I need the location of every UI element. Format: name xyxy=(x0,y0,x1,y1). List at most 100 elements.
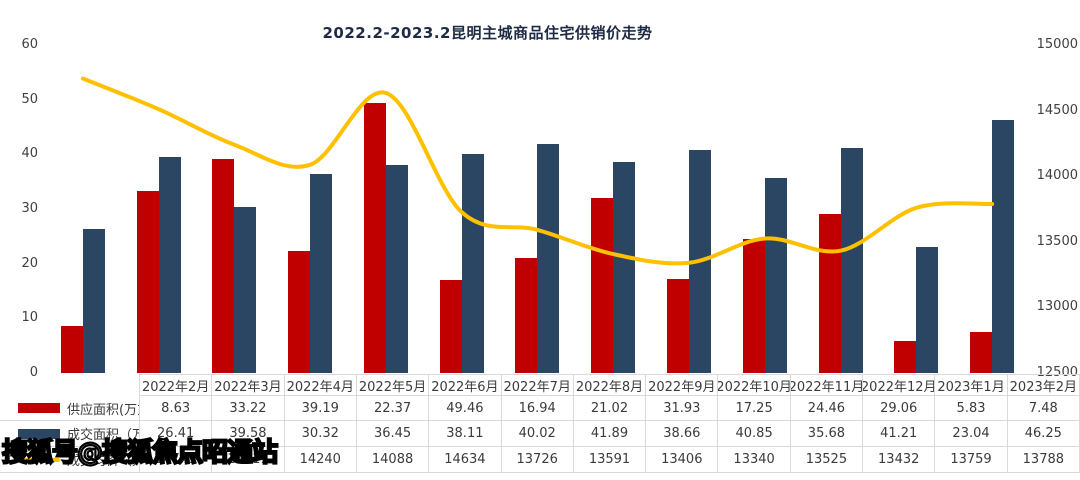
value-cell: 29.06 xyxy=(863,396,936,421)
value-cell: 16.94 xyxy=(501,396,574,421)
table-corner-cell xyxy=(0,374,140,396)
bar-group xyxy=(651,45,727,373)
supply-bar xyxy=(591,198,614,373)
left-axis-tick: 60 xyxy=(21,37,38,52)
supply-bar xyxy=(288,250,311,373)
deal-bar xyxy=(916,247,939,373)
month-header-cell: 2022年11月 xyxy=(790,374,864,396)
month-header-cell: 2022年10月 xyxy=(718,374,791,396)
value-cell: 31.93 xyxy=(646,396,719,421)
left-axis-tick: 40 xyxy=(21,146,38,162)
right-axis-tick: 14500 xyxy=(1036,102,1078,118)
month-header-cell: 2022年5月 xyxy=(356,374,430,396)
supply-bar xyxy=(742,239,765,373)
deal-bar xyxy=(310,173,333,373)
right-axis-tick: 12500 xyxy=(1036,365,1078,380)
deal-bar xyxy=(764,177,787,373)
value-cell: 40.85 xyxy=(718,421,791,447)
value-cell: 7.48 xyxy=(1007,396,1080,421)
bar-legend-swatch xyxy=(18,403,60,413)
line-legend-swatch xyxy=(18,457,60,462)
bar-group xyxy=(45,45,121,373)
right-axis-tick: 13500 xyxy=(1036,233,1078,249)
left-axis-tick: 10 xyxy=(21,310,38,326)
value-cell: 41.89 xyxy=(573,421,647,447)
right-axis-tick: 14000 xyxy=(1036,168,1078,184)
supply-bar xyxy=(136,191,159,373)
value-cell: 14240 xyxy=(284,447,357,473)
value-cell: 39.58 xyxy=(212,421,285,447)
supply-bar xyxy=(894,341,917,373)
month-header-cell: 2022年8月 xyxy=(573,374,647,396)
month-header-cell: 2022年4月 xyxy=(284,374,357,396)
deal-bar xyxy=(158,156,181,373)
value-cell: 23.04 xyxy=(935,421,1008,447)
left-axis-tick: 20 xyxy=(21,255,38,271)
value-cell: 22.37 xyxy=(356,396,430,421)
right-axis-tick: 15000 xyxy=(1036,37,1078,52)
chart-title: 2022.2-2023.2昆明主城商品住宅供销价走势 xyxy=(322,24,653,42)
month-header-cell: 2022年6月 xyxy=(429,374,502,396)
value-cell: 13759 xyxy=(935,447,1008,473)
supply-bar xyxy=(212,158,235,373)
supply-bar xyxy=(439,280,462,373)
value-cell: 21.02 xyxy=(573,396,647,421)
value-cell: 5.83 xyxy=(935,396,1008,421)
bar-group xyxy=(272,45,348,373)
value-cell: 40.02 xyxy=(501,421,574,447)
bar-series-container xyxy=(45,45,1030,373)
value-cell: 17.25 xyxy=(718,396,791,421)
value-cell: 13726 xyxy=(501,447,574,473)
deal-bar xyxy=(82,228,105,373)
value-cell: 35.68 xyxy=(790,421,864,447)
value-cell: 13432 xyxy=(863,447,936,473)
series-label-cell: 成交均价（元/㎡） xyxy=(0,447,140,473)
month-header-cell: 2022年3月 xyxy=(212,374,285,396)
series-label-cell: 成交面积（万方） xyxy=(0,421,140,447)
value-cell: 13591 xyxy=(573,447,647,473)
month-header-cell: 2022年12月 xyxy=(863,374,936,396)
value-cell: 8.63 xyxy=(140,396,213,421)
value-cell: 33.22 xyxy=(212,396,285,421)
month-header-cell: 2022年2月 xyxy=(140,374,213,396)
data-table: 2022年2月 2022年3月 2022年4月 2022年5月 2022年6月 2022年… xyxy=(0,374,1080,473)
value-cell: 38.11 xyxy=(429,421,502,447)
watermark-text: 搜狐号@搜狐焦点昭通站 xyxy=(1,437,279,469)
value-cell: 14511 xyxy=(212,447,285,473)
plot-area xyxy=(45,45,1030,373)
value-cell: 24.46 xyxy=(790,396,864,421)
series-label: 成交面积（万方） xyxy=(67,428,139,443)
series-label-cell: 供应面积(万方) xyxy=(0,396,140,421)
supply-bar xyxy=(970,332,993,373)
deal-bar xyxy=(840,147,863,373)
left-axis-tick: 50 xyxy=(21,91,38,107)
series-label: 成交均价（元/㎡） xyxy=(67,454,139,469)
bar-group xyxy=(424,45,500,373)
value-cell: 13525 xyxy=(790,447,864,473)
bar-group xyxy=(954,45,1030,373)
right-axis-tick: 13000 xyxy=(1036,299,1078,315)
value-cell: 13340 xyxy=(718,447,791,473)
value-cell: 49.46 xyxy=(429,396,502,421)
value-cell: 14745 xyxy=(140,447,213,473)
bar-group xyxy=(197,45,273,373)
value-cell: 30.32 xyxy=(284,421,357,447)
deal-bar xyxy=(461,154,484,373)
value-cell: 39.19 xyxy=(284,396,357,421)
bar-group xyxy=(121,45,197,373)
deal-bar xyxy=(234,207,257,373)
deal-bar xyxy=(537,144,560,373)
value-cell: 26.41 xyxy=(140,421,213,447)
series-label: 供应面积(万方) xyxy=(67,402,139,418)
supply-bar xyxy=(60,325,83,373)
value-cell: 14634 xyxy=(429,447,502,473)
value-cell: 14088 xyxy=(356,447,430,473)
month-header-cell: 2022年7月 xyxy=(501,374,574,396)
bar-legend-swatch xyxy=(18,428,60,439)
supply-bar xyxy=(667,278,689,373)
value-cell: 36.45 xyxy=(356,421,430,447)
month-header-cell: 2023年1月 xyxy=(935,374,1008,396)
value-cell: 46.25 xyxy=(1007,421,1080,447)
month-header-cell: 2022年9月 xyxy=(646,374,719,396)
